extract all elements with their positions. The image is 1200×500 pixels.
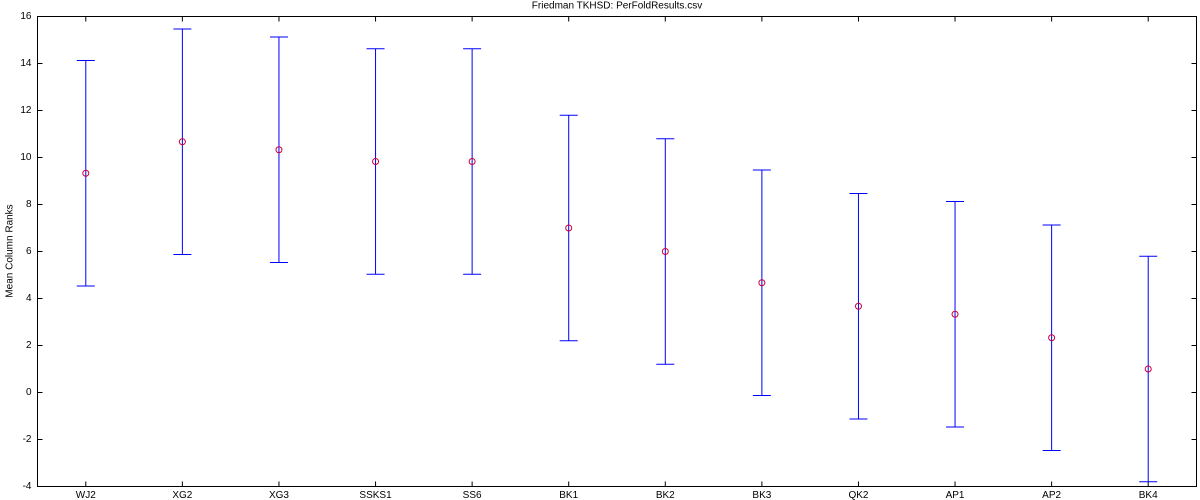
mean-marker	[468, 157, 476, 165]
error-bar	[559, 114, 578, 342]
mean-marker	[854, 302, 862, 310]
y-tick-label: 12	[20, 105, 32, 116]
x-tick-label: BK2	[656, 490, 675, 500]
mean-marker	[275, 146, 283, 154]
y-axis-label: Mean Column Ranks	[5, 204, 16, 297]
error-bar	[752, 169, 771, 397]
y-tick-label: 2	[26, 340, 32, 351]
error-bar	[173, 28, 192, 256]
mean-marker	[1048, 334, 1056, 342]
x-tick-label: XG2	[172, 490, 192, 500]
y-tick-label: 0	[26, 387, 32, 398]
y-tick-label: 8	[26, 199, 32, 210]
error-bar	[366, 48, 385, 275]
mean-marker	[372, 157, 380, 165]
y-tick-label: 4	[26, 293, 32, 304]
mean-marker	[758, 279, 766, 287]
x-tick-label: SSKS1	[359, 490, 392, 500]
mean-marker	[565, 224, 573, 232]
x-tick-label: WJ2	[76, 490, 96, 500]
mean-marker	[661, 248, 669, 255]
y-tick-label: 10	[20, 152, 32, 163]
y-tick-label: 6	[26, 246, 32, 257]
x-tick-label: BK3	[752, 490, 771, 500]
x-tick-label: XG3	[269, 490, 289, 500]
error-bar	[849, 192, 868, 420]
error-bar	[269, 36, 288, 264]
x-tick-label: QK2	[848, 490, 868, 500]
x-tick-label: AP2	[1042, 490, 1061, 500]
y-tick-label: -2	[23, 434, 32, 445]
error-bar	[463, 48, 482, 275]
error-bar	[1042, 224, 1061, 452]
error-bar	[946, 200, 965, 428]
x-tick-label: AP1	[946, 490, 965, 500]
x-tick-label: BK4	[1139, 490, 1158, 500]
mean-marker	[178, 138, 186, 146]
error-bar	[1139, 255, 1158, 483]
y-tick-label: 16	[20, 11, 32, 22]
mean-marker	[1144, 365, 1152, 373]
x-tick-label: SS6	[463, 490, 482, 500]
y-tick-label: -4	[23, 481, 32, 492]
mean-marker	[951, 310, 959, 318]
x-tick-label: BK1	[559, 490, 578, 500]
error-bar	[76, 59, 95, 287]
chart-title: Friedman TKHSD: PerFoldResults.csv	[532, 1, 702, 12]
error-bar	[656, 138, 675, 365]
y-tick-label: 14	[20, 58, 32, 69]
mean-marker	[82, 169, 90, 177]
